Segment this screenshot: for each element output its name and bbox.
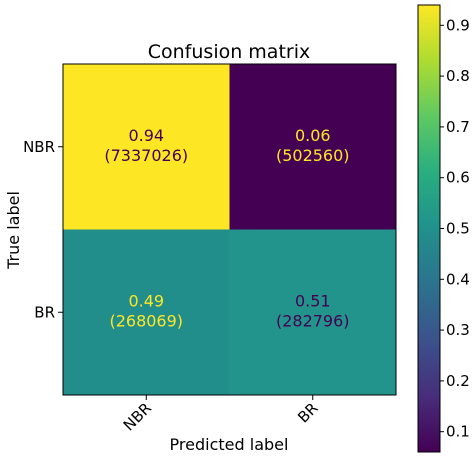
cell-value-label: 0.49 [128, 291, 164, 310]
y-axis-ticks: NBR BR [23, 138, 63, 321]
cell-count-label: (282796) [276, 311, 350, 330]
colorbar-tick-label: 0.7 [446, 118, 470, 136]
matrix-cell [63, 64, 230, 230]
colorbar-tick-label: 0.5 [446, 220, 470, 238]
matrix-cell [63, 229, 230, 395]
x-axis-label: Predicted label [170, 435, 289, 454]
cell-value-label: 0.06 [295, 126, 331, 145]
cell-value-label: 0.51 [295, 291, 331, 310]
colorbar-tick-label: 0.4 [446, 270, 470, 288]
colorbar [417, 4, 441, 453]
y-tick-label: NBR [23, 138, 55, 156]
x-tick-label: BR [294, 399, 321, 426]
colorbar-ticks: 0.1 0.2 0.3 0.4 0.5 0.6 0.7 0.8 0.9 [440, 16, 470, 441]
colorbar-tick-label: 0.9 [446, 16, 470, 34]
matrix-cell-labels: 0.94(7337026) 0.06(502560) 0.49(268069) 0.5… [104, 126, 349, 331]
cell-count-label: (268069) [109, 311, 183, 330]
colorbar-tick-label: 0.3 [446, 321, 470, 339]
y-axis-label: True label [4, 191, 23, 270]
cell-value-label: 0.94 [128, 126, 164, 145]
x-axis-ticks: NBR BR [120, 395, 322, 434]
cell-count-label: (502560) [276, 146, 350, 165]
y-tick-label: BR [34, 303, 55, 321]
colorbar-tick-label: 0.6 [446, 169, 470, 187]
colorbar-tick-label: 0.2 [446, 372, 470, 390]
cell-count-label: (7337026) [104, 146, 188, 165]
chart-title: Confusion matrix [148, 41, 310, 63]
matrix-cells [63, 64, 396, 395]
x-tick-label: NBR [120, 399, 155, 434]
matrix-cell [229, 229, 396, 395]
plot-frame [62, 63, 397, 396]
matrix-cell [229, 64, 396, 230]
colorbar-tick-label: 0.1 [446, 423, 470, 441]
colorbar-tick-label: 0.8 [446, 67, 470, 85]
